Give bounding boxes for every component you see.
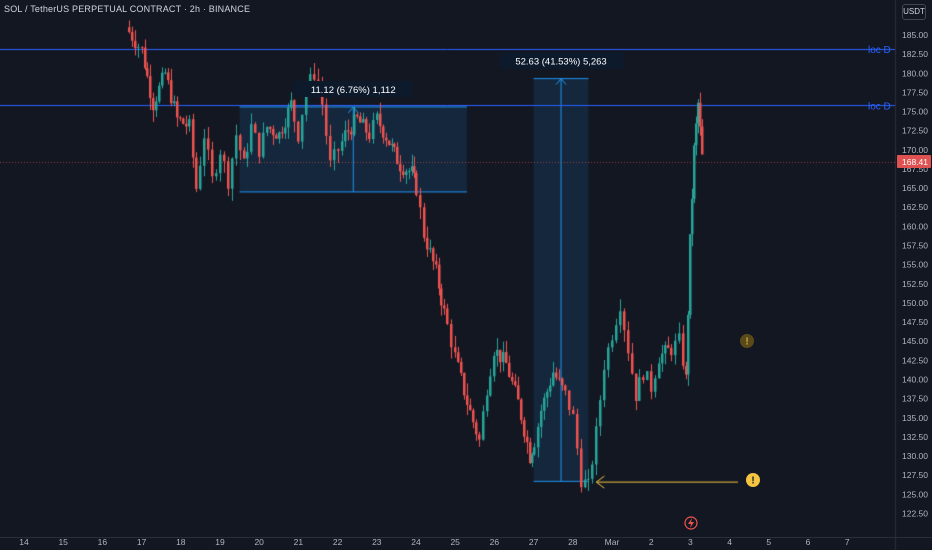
currency-button[interactable]: USDT xyxy=(902,4,926,20)
time-axis-divider xyxy=(0,537,932,538)
symbol-title: SOL / TetherUS PERPETUAL CONTRACT · 2h ·… xyxy=(4,4,251,14)
